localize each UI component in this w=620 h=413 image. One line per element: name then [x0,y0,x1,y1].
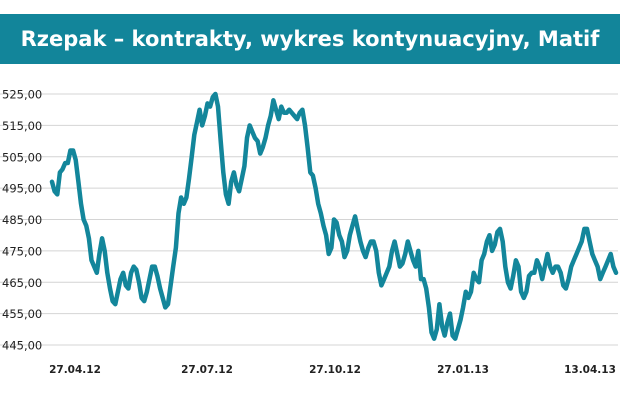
y-tick-label: 505,00 [2,150,42,164]
grid-lines [0,93,618,346]
y-tick-label: 525,00 [2,88,42,102]
y-tick-label: 515,00 [2,119,42,133]
x-axis-labels: 27.04.12 27.07.12 27.10.12 27.01.13 13.04.13 [49,364,616,376]
y-tick-label: 455,00 [2,307,42,321]
y-axis-labels: 525,00 515,00 505,00 495,00 485,00 475,00 465,… [2,88,42,353]
x-tick-label: 27.04.12 [49,364,101,376]
y-tick-label: 475,00 [2,244,42,258]
y-tick-label: 485,00 [2,213,42,227]
series-group [49,91,619,341]
series-line [49,91,619,341]
x-tick-label: 27.07.12 [181,364,233,376]
x-tick-label: 27.01.13 [437,364,489,376]
x-tick-label: 27.10.12 [309,364,361,376]
y-tick-label: 445,00 [2,339,42,353]
x-tick-label: 13.04.13 [564,364,616,376]
title-bar: Rzepak – kontrakty, wykres kontynuacyjny… [0,14,620,64]
y-tick-label: 495,00 [2,182,42,196]
y-tick-label: 465,00 [2,276,42,290]
chart-title: Rzepak – kontrakty, wykres kontynuacyjny… [20,27,600,51]
